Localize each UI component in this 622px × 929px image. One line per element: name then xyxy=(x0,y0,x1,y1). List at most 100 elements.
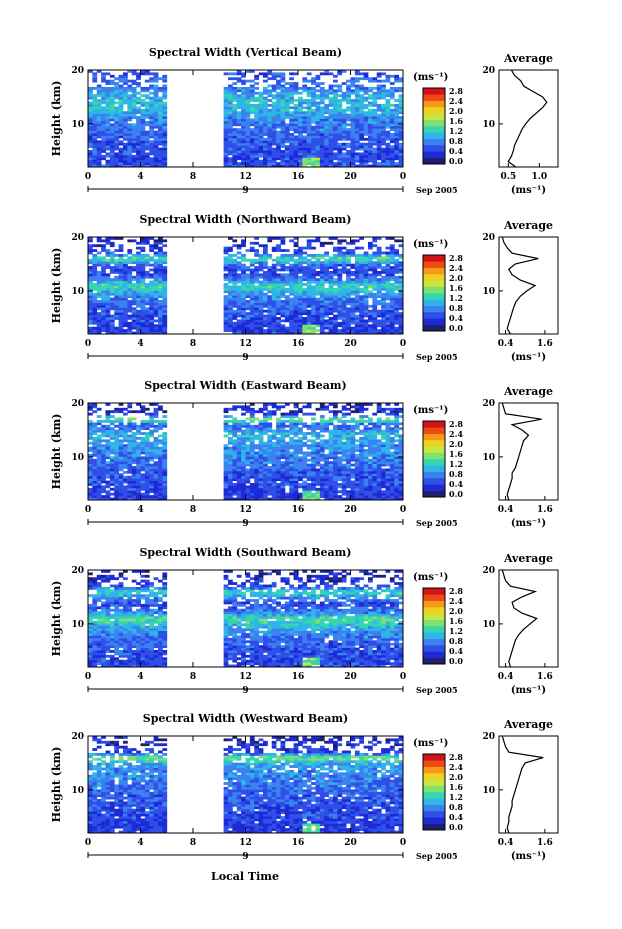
heatmap-cell xyxy=(284,111,290,115)
heatmap-cell xyxy=(245,145,251,148)
heatmap-cell xyxy=(228,99,233,102)
heatmap-cell xyxy=(127,266,133,269)
heatmap-cell xyxy=(354,326,360,330)
heatmap-cell xyxy=(324,125,330,129)
heatmap-cell xyxy=(232,263,238,267)
heatmap-cell xyxy=(368,314,373,318)
heatmap-cell xyxy=(88,113,93,117)
heatmap-cell xyxy=(228,324,233,328)
heatmap-cell xyxy=(144,70,150,73)
heatmap-cell xyxy=(114,142,120,146)
heatmap-cell xyxy=(118,111,124,115)
heatmap-cell xyxy=(236,70,242,73)
heatmap-cell xyxy=(363,125,369,129)
heatmap-cell xyxy=(136,72,141,76)
heatmap-cell xyxy=(324,137,330,141)
heatmap-cell xyxy=(127,108,133,112)
heatmap-cell xyxy=(276,458,281,462)
heatmap-cell xyxy=(88,275,93,279)
heatmap-cell xyxy=(114,164,120,168)
heatmap-cell xyxy=(228,125,233,129)
heatmap-cell xyxy=(271,96,277,100)
heatmap-cell xyxy=(263,495,268,498)
heatmap-cell xyxy=(271,74,277,78)
heatmap-cell xyxy=(319,133,325,136)
heatmap-cell xyxy=(328,480,334,484)
heatmap-cell xyxy=(302,140,308,144)
heatmap-cell xyxy=(123,314,128,318)
heatmap-cell xyxy=(341,292,347,296)
heatmap-cell xyxy=(276,466,281,469)
heatmap-cell xyxy=(241,497,246,501)
heatmap-cell xyxy=(337,246,343,250)
heatmap-cell xyxy=(298,152,303,156)
heatmap-cell xyxy=(293,113,299,117)
heatmap-cell xyxy=(254,466,260,469)
heatmap-cell xyxy=(368,475,373,479)
heatmap-cell xyxy=(158,478,163,481)
heatmap-cell xyxy=(131,137,137,141)
heatmap-cell xyxy=(298,159,303,163)
heatmap-cell xyxy=(385,280,391,284)
heatmap-cell xyxy=(311,116,316,119)
x-tick-label: 4 xyxy=(137,339,143,349)
average-title: Average xyxy=(503,52,553,65)
heatmap-cell xyxy=(223,137,229,141)
heatmap-cell xyxy=(114,466,120,469)
heatmap-cell xyxy=(223,312,229,315)
heatmap-cell xyxy=(140,321,146,325)
heatmap-cell xyxy=(245,487,251,491)
heatmap-cell xyxy=(350,142,356,146)
heatmap-cell xyxy=(131,292,137,296)
heatmap-cell xyxy=(346,273,351,277)
colorbar-segment xyxy=(423,274,445,281)
heatmap-cell xyxy=(127,268,133,272)
heatmap-cell xyxy=(101,116,106,119)
heatmap-cell xyxy=(144,145,150,148)
heatmap-cell xyxy=(109,285,115,289)
heatmap-cell xyxy=(105,94,111,98)
heatmap-cell xyxy=(101,256,106,260)
heatmap-cell xyxy=(131,312,137,315)
heatmap-cell xyxy=(249,302,255,306)
heatmap-cell xyxy=(381,307,386,311)
heatmap-cell xyxy=(333,84,338,88)
heatmap-cell xyxy=(293,326,299,330)
heatmap-cell xyxy=(328,145,334,148)
heatmap-cell xyxy=(381,133,386,136)
heatmap-cell xyxy=(96,485,102,489)
heatmap-cell xyxy=(96,91,102,95)
heatmap-cell xyxy=(232,94,238,98)
heatmap-cell xyxy=(123,270,128,274)
heatmap-cell xyxy=(136,164,141,168)
heatmap-cell xyxy=(315,321,321,325)
heatmap-cell xyxy=(363,152,369,156)
heatmap-cell xyxy=(280,142,286,146)
heatmap-cell xyxy=(328,329,334,332)
heatmap-cell xyxy=(337,123,343,127)
heatmap-cell xyxy=(109,329,115,332)
heatmap-cell xyxy=(149,237,155,240)
heatmap-cell xyxy=(162,111,168,115)
heatmap-cell xyxy=(249,280,255,284)
heatmap-cell xyxy=(354,253,360,257)
colorbar-tick-label: 0.0 xyxy=(449,156,463,166)
heatmap-cell xyxy=(254,137,260,141)
heatmap-cell xyxy=(298,91,303,95)
heatmap-cell xyxy=(101,258,106,262)
heatmap-cell xyxy=(267,497,273,501)
heatmap-cell xyxy=(372,466,378,469)
heatmap-cell xyxy=(228,123,233,127)
heatmap-cell xyxy=(302,145,308,148)
heatmap-cell xyxy=(306,478,312,481)
heatmap-cell xyxy=(276,287,281,291)
heatmap-cell xyxy=(136,111,141,115)
heatmap-cell xyxy=(284,108,290,112)
heatmap-cell xyxy=(324,312,330,315)
heatmap-cell xyxy=(136,480,141,484)
heatmap-cell xyxy=(350,463,356,467)
heatmap-cell xyxy=(389,147,395,151)
heatmap-cell xyxy=(293,164,299,168)
heatmap-cell xyxy=(258,130,264,134)
heatmap-cell xyxy=(236,287,242,291)
